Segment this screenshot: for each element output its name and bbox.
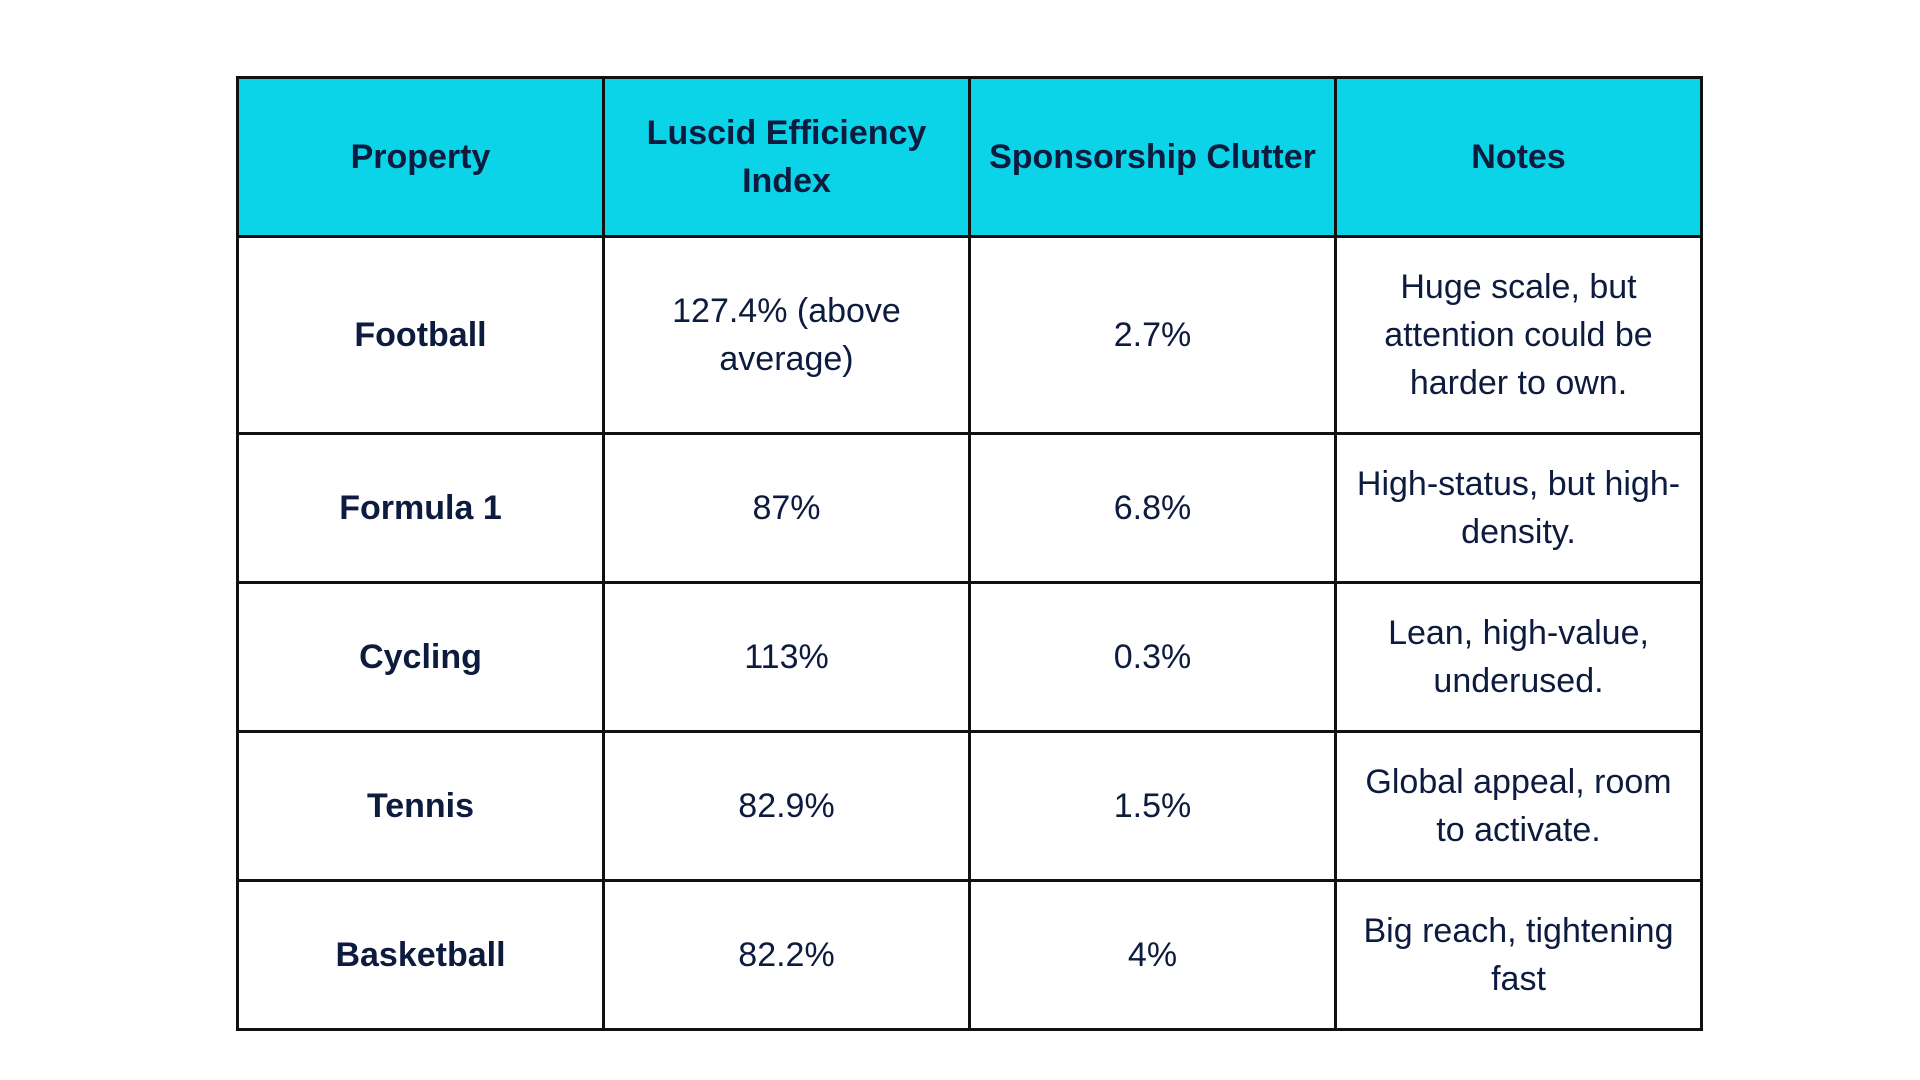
property-cell: Football <box>236 235 605 435</box>
table-row: Basketball 82.2% 4% Big reach, tightenin… <box>236 879 1703 1031</box>
efficiency-index-cell: 82.2% <box>602 879 971 1031</box>
notes-cell: Global appeal, room to activate. <box>1334 730 1703 882</box>
property-cell: Tennis <box>236 730 605 882</box>
header-efficiency-index: Luscid Efficiency Index <box>602 76 971 238</box>
sponsorship-clutter-cell: 2.7% <box>968 235 1337 435</box>
sponsorship-clutter-cell: 4% <box>968 879 1337 1031</box>
table-row: Formula 1 87% 6.8% High-status, but high… <box>236 432 1703 584</box>
efficiency-index-cell: 127.4% (above average) <box>602 235 971 435</box>
property-cell: Formula 1 <box>236 432 605 584</box>
header-notes: Notes <box>1334 76 1703 238</box>
notes-cell: High-status, but high-density. <box>1334 432 1703 584</box>
notes-cell: Big reach, tightening fast <box>1334 879 1703 1031</box>
efficiency-index-cell: 82.9% <box>602 730 971 882</box>
notes-cell: Lean, high-value, underused. <box>1334 581 1703 733</box>
header-sponsorship-clutter: Sponsorship Clutter <box>968 76 1337 238</box>
sponsorship-clutter-cell: 1.5% <box>968 730 1337 882</box>
table-row: Football 127.4% (above average) 2.7% Hug… <box>236 235 1703 435</box>
sponsorship-clutter-cell: 6.8% <box>968 432 1337 584</box>
table-row: Tennis 82.9% 1.5% Global appeal, room to… <box>236 730 1703 882</box>
efficiency-index-cell: 113% <box>602 581 971 733</box>
efficiency-index-cell: 87% <box>602 432 971 584</box>
property-cell: Cycling <box>236 581 605 733</box>
sports-property-table: Property Luscid Efficiency Index Sponsor… <box>236 76 1703 1031</box>
header-property: Property <box>236 76 605 238</box>
notes-cell: Huge scale, but attention could be harde… <box>1334 235 1703 435</box>
property-cell: Basketball <box>236 879 605 1031</box>
header-row: Property Luscid Efficiency Index Sponsor… <box>236 76 1703 238</box>
table-row: Cycling 113% 0.3% Lean, high-value, unde… <box>236 581 1703 733</box>
sponsorship-clutter-cell: 0.3% <box>968 581 1337 733</box>
